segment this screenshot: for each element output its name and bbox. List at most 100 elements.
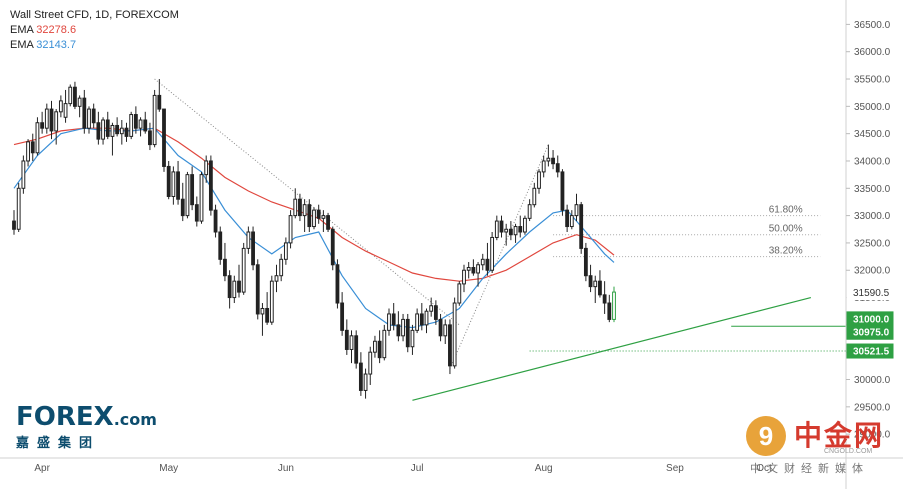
y-tick-label: 29500.0 — [854, 402, 891, 413]
candle-bull — [429, 305, 434, 312]
candle-bear — [419, 313, 424, 326]
dotted-lines — [154, 78, 846, 369]
candle-bull — [119, 127, 124, 135]
candle-bear — [91, 108, 96, 124]
candle-bear — [194, 204, 199, 222]
price-badge: 31590.5 — [846, 285, 894, 301]
candle-bull — [569, 215, 574, 228]
candle-bear — [579, 204, 584, 249]
candle-bull — [415, 313, 420, 331]
candle-bull — [54, 111, 59, 132]
candle-bull — [26, 141, 30, 162]
x-month-label: May — [159, 463, 178, 474]
candle-bull — [452, 302, 457, 367]
candle-bear — [330, 228, 335, 266]
candle-bear — [237, 280, 241, 293]
forex-logo: FOREX.com 嘉盛集团 — [16, 402, 157, 451]
y-tick-label: 34500.0 — [854, 129, 891, 140]
candle-bear — [115, 124, 120, 135]
candle-bear — [405, 318, 410, 348]
candle-bull — [63, 103, 68, 118]
y-tick-label: 30000.0 — [854, 375, 891, 386]
candle-bear — [565, 209, 570, 228]
legend-ema-fast-label: EMA — [10, 39, 34, 51]
price-badge-label: 30521.5 — [853, 347, 890, 358]
candle-bull — [260, 307, 265, 315]
candle-bull — [302, 204, 307, 217]
candle-bull — [321, 215, 326, 219]
legend-ema-slow: EMA 32278.6 — [10, 23, 179, 38]
candle-bull — [279, 258, 284, 277]
price-badge: 31000.0 — [846, 311, 894, 327]
y-tick-label: 35500.0 — [854, 75, 891, 86]
candle-bear — [344, 329, 349, 350]
candle-bull — [21, 160, 26, 189]
price-badge: 30975.0 — [846, 324, 894, 340]
candle-bull — [541, 160, 546, 173]
candle-bear — [607, 302, 612, 320]
fib-level-label: 50.00% — [769, 224, 803, 235]
candle-bull — [490, 236, 495, 271]
candle-bull — [269, 280, 274, 323]
candle-bear — [499, 220, 504, 233]
candle-bull — [283, 242, 288, 260]
candle-bull — [443, 324, 448, 337]
candle-bear — [30, 141, 35, 154]
candle-bear — [49, 108, 54, 132]
candle-bull — [349, 335, 354, 350]
candle-bull — [101, 119, 105, 140]
candle-bear — [326, 215, 330, 230]
candle-bull — [476, 264, 480, 274]
candle-bull — [312, 209, 316, 228]
candle-bear — [391, 313, 396, 326]
candle-bull — [532, 187, 537, 206]
price-badge: 30521.5 — [846, 343, 894, 359]
candle-bear — [73, 86, 77, 107]
candle-bull — [241, 247, 246, 293]
candles — [12, 79, 616, 399]
forex-logo-domain: .com — [113, 410, 157, 429]
candle-bear — [598, 280, 602, 296]
candle-bull — [44, 108, 49, 129]
candle-bull — [35, 122, 40, 154]
candle-bear — [555, 163, 560, 173]
candle-bear — [133, 114, 138, 129]
candle-bear — [190, 174, 195, 206]
candle-bull — [466, 267, 471, 271]
forex-logo-main: FOREX — [16, 402, 114, 432]
candle-bear — [208, 160, 213, 211]
cngold-name: 中金网 — [794, 420, 885, 451]
x-month-label: Jul — [411, 463, 424, 474]
candle-bear — [307, 204, 312, 228]
candle-bear — [223, 258, 227, 277]
candle-bear — [148, 130, 152, 146]
candle-bear — [12, 220, 16, 230]
candle-bull — [612, 291, 616, 320]
candle-bull — [401, 318, 405, 337]
y-tick-label: 32000.0 — [854, 266, 891, 277]
y-tick-label: 29000.0 — [854, 430, 891, 441]
y-tick-label: 36500.0 — [854, 20, 891, 31]
candle-bull — [513, 226, 518, 236]
price-badge-box — [846, 343, 894, 359]
candle-bear — [213, 209, 218, 233]
candle-bull — [462, 269, 466, 285]
candle-bear — [157, 94, 162, 110]
price-badge-label: 31590.5 — [853, 288, 890, 299]
candle-bull — [480, 258, 485, 266]
candle-bear — [508, 228, 513, 236]
price-badge-label: 30975.0 — [853, 328, 890, 339]
x-month-label: Oct — [756, 463, 772, 474]
candle-bull — [387, 313, 391, 331]
cngold-url: CNGOLD.COM — [824, 448, 873, 455]
candle-bear — [166, 165, 171, 197]
support-trendline — [412, 296, 812, 401]
candle-bull — [527, 204, 532, 219]
price-badge-box — [846, 324, 894, 340]
candle-bull — [171, 171, 176, 197]
candle-bear — [354, 335, 359, 364]
candle-bear — [438, 318, 443, 337]
